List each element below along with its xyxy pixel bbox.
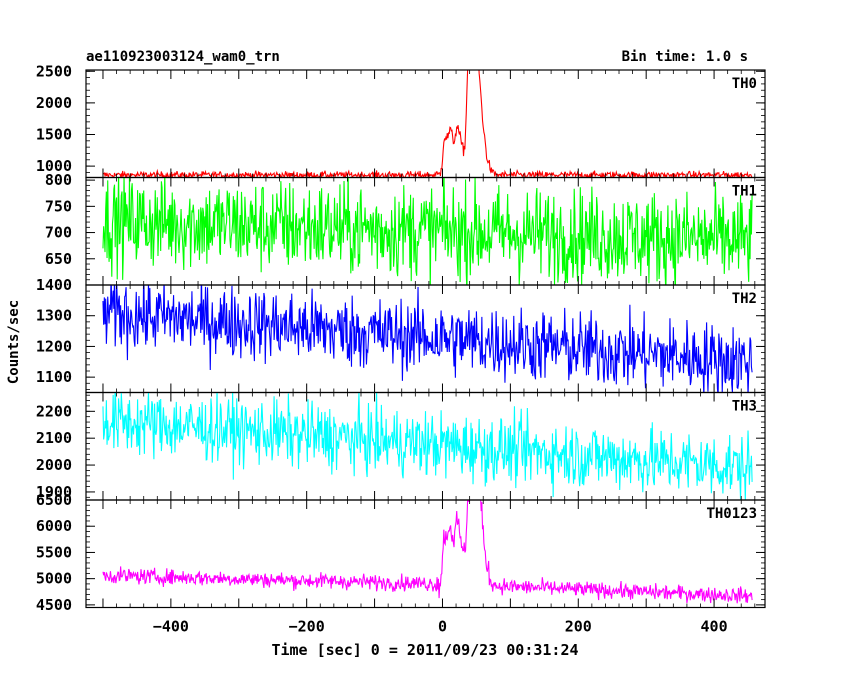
x-tick-label: −200 [289, 618, 325, 636]
series-line-th2 [102, 285, 753, 393]
series-line-th3 [102, 392, 753, 500]
y-tick-label: 1000 [36, 157, 72, 175]
chart-title: ae110923003124_wam0_trn [86, 49, 280, 65]
panel-frame [85, 69, 766, 179]
y-tick-label: 5000 [36, 570, 72, 588]
series-line-th1 [102, 177, 753, 285]
y-tick-label: 5500 [36, 543, 72, 561]
panel-label: TH0 [732, 76, 757, 92]
y-tick-label: 1500 [36, 126, 72, 144]
y-axis-label: Counts/sec [6, 300, 22, 384]
x-tick-label: −400 [153, 618, 189, 636]
panel-label: TH2 [732, 291, 757, 307]
y-tick-label: 1400 [36, 276, 72, 294]
y-tick-label: 1100 [36, 368, 72, 386]
y-tick-label: 800 [45, 171, 72, 189]
x-tick-label: 0 [438, 618, 447, 636]
y-tick-label: 750 [45, 197, 72, 215]
y-tick-label: 2000 [36, 94, 72, 112]
y-tick-label: 700 [45, 224, 72, 242]
panel-label: TH0123 [706, 506, 757, 522]
y-tick-label: 6500 [36, 491, 72, 509]
panel-label: TH1 [732, 184, 757, 200]
panels-group: 1000150020002500TH0650700750800TH1110012… [36, 62, 766, 636]
panel-th3: 1900 2000 2100 2200 TH3 [36, 391, 766, 501]
series-line-th0123 [102, 500, 753, 604]
panel-th1: 650 700 750 800 TH1 [45, 171, 766, 286]
y-tick-label: 4500 [36, 596, 72, 614]
y-tick-label: 2500 [36, 62, 72, 80]
y-tick-label: 650 [45, 250, 72, 268]
panel-label: TH3 [732, 399, 757, 415]
panel-frame [85, 176, 766, 286]
y-tick-label: 1200 [36, 337, 72, 355]
panel-frame [85, 499, 766, 609]
y-tick-label: 2100 [36, 429, 72, 447]
y-tick-label: 1300 [36, 307, 72, 325]
panel-th0123: 4500 5000 5500 6000 6500 TH0123 [36, 491, 766, 614]
x-tick-label: 400 [701, 618, 728, 636]
y-tick-label: 2000 [36, 456, 72, 474]
panel-th2: 1100 1200 1300 1400 TH2 [36, 276, 766, 394]
x-tick-label: 200 [565, 618, 592, 636]
y-tick-label: 1900 [36, 483, 72, 501]
y-tick-label: 6000 [36, 517, 72, 535]
bin-time-label: Bin time: 1.0 s [622, 49, 748, 65]
x-axis-label: Time [sec] 0 = 2011/09/23 00:31:24 [271, 641, 578, 659]
y-tick-label: 2200 [36, 402, 72, 420]
